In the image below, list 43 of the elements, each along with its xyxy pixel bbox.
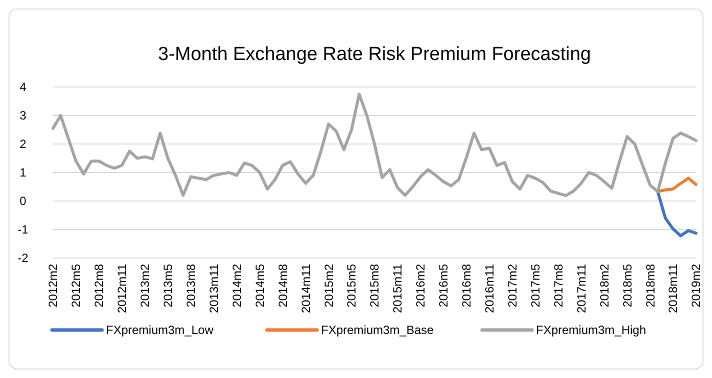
- x-tick-label: 2017m5: [528, 264, 542, 308]
- x-tick-label: 2017m11: [574, 264, 588, 314]
- x-tick-label: 2015m11: [390, 264, 405, 314]
- y-tick-label: 4: [20, 80, 27, 94]
- x-tick-label: 2016m11: [482, 264, 497, 314]
- line-series: [656, 176, 698, 194]
- y-tick-label: 3: [20, 108, 27, 123]
- y-tick-label: 1: [20, 166, 27, 180]
- y-tick-label: 2: [20, 137, 27, 152]
- x-tick-label: 2016m2: [414, 264, 428, 308]
- x-tick-label: 2018m8: [643, 264, 658, 308]
- x-tick-label: 2013m2: [138, 264, 152, 308]
- x-tick-label: 2018m5: [620, 264, 634, 308]
- x-tick-label: 2017m8: [551, 264, 566, 308]
- x-tick-label: 2016m8: [460, 264, 474, 308]
- x-tick-label: 2016m5: [436, 264, 451, 308]
- x-tick-label: 2015m5: [344, 264, 359, 308]
- y-tick-label: -1: [18, 222, 29, 237]
- x-tick-label: 2014m8: [276, 264, 290, 308]
- legend-label: FXpremium3m_High: [536, 323, 646, 338]
- x-tick-label: 2012m11: [115, 264, 130, 314]
- y-tick-label: -2: [18, 251, 29, 266]
- x-tick-label: 2012m2: [46, 264, 60, 308]
- line-series: [52, 92, 698, 198]
- y-tick-label: 0: [20, 194, 27, 208]
- x-tick-label: 2012m8: [92, 264, 106, 308]
- x-tick-label: 2019m2: [689, 264, 704, 308]
- x-tick-label: 2018m11: [666, 264, 680, 314]
- x-tick-label: 2013m5: [161, 264, 176, 308]
- x-tick-label: 2015m8: [368, 264, 382, 308]
- line-series: [656, 190, 698, 238]
- x-tick-label: 2017m2: [505, 264, 520, 308]
- x-tick-label: 2018m2: [597, 264, 612, 308]
- x-tick-label: 2012m5: [69, 264, 84, 308]
- legend-label: FXpremium3m_Base: [321, 323, 434, 338]
- x-tick-label: 2013m11: [206, 264, 221, 314]
- legend-label: FXpremium3m_Low: [106, 323, 214, 338]
- x-tick-label: 2014m11: [298, 264, 313, 314]
- chart-title: 3-Month Exchange Rate Risk Premium Forecasting: [158, 44, 591, 65]
- x-tick-label: 2014m5: [252, 264, 267, 308]
- x-tick-label: 2015m2: [322, 264, 336, 308]
- x-tick-label: 2014m2: [230, 264, 244, 308]
- x-tick-label: 2013m8: [184, 264, 198, 308]
